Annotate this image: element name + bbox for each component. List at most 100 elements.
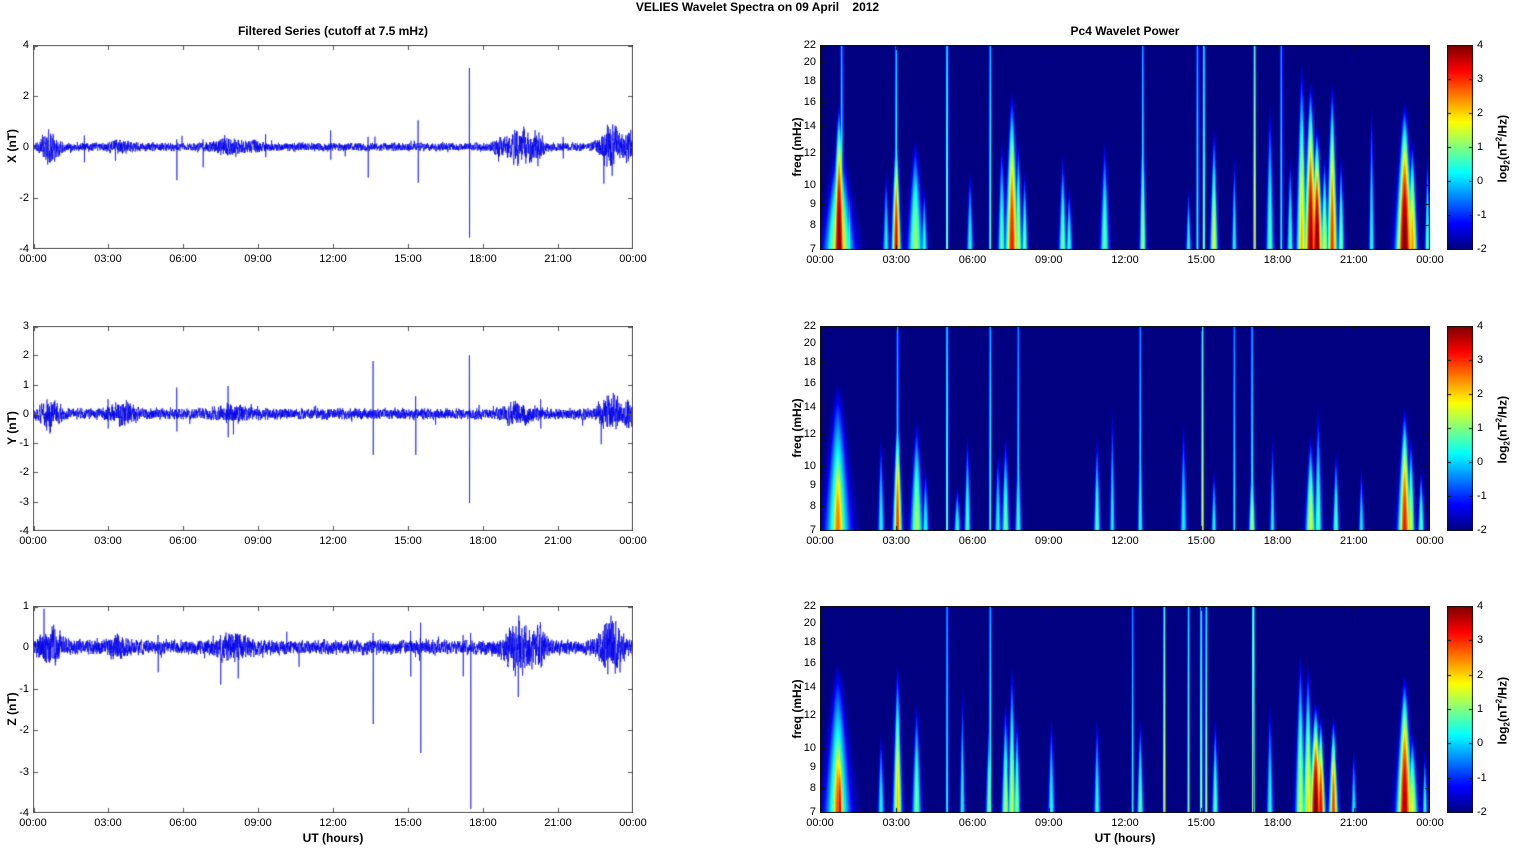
x-tick-label: 09:00 — [244, 817, 272, 829]
x-tick-label: 18:00 — [1263, 535, 1292, 547]
filtered-series-title: Filtered Series (cutoff at 7.5 mHz) — [237, 24, 429, 38]
spectrogram-z-plot: 00:00 03:00 06:00 09:00 12:00 15:00 18:00 21:00… — [804, 600, 1444, 829]
y-tick-label: 8 — [809, 219, 816, 232]
x-tick-label: 21:00 — [1339, 254, 1368, 266]
x-tick-label: 03:00 — [882, 254, 911, 266]
colorbar-top: -2 -1 0 1 2 3 4 — [1447, 39, 1487, 255]
colorbar-canvas — [1447, 45, 1473, 250]
colorbar-tick-label: 1 — [1477, 422, 1484, 434]
y-tick-label: 2 — [22, 90, 29, 102]
colorbar-canvas — [1447, 326, 1473, 531]
y-tick-label: 0 — [22, 141, 29, 153]
colorbar-tick-label: 0 — [1477, 456, 1484, 468]
colorbar-tick-label: 2 — [1477, 388, 1484, 400]
spec-y-canvas — [820, 326, 1430, 531]
colorbar-tick-label: -1 — [1477, 490, 1487, 502]
yaxis-label-z-nt: Z (nT) — [5, 691, 19, 726]
y-tick-label: 1 — [22, 600, 29, 612]
y-tick-label: 22 — [803, 600, 816, 612]
y-tick-label: 9 — [809, 479, 816, 492]
x-tick-label: 00:00 — [1416, 254, 1444, 266]
y-tick-label: 8 — [809, 500, 816, 513]
x-tick-label: 06:00 — [169, 535, 197, 547]
y-tick-label: 10 — [803, 460, 816, 473]
y-tick-label: 0 — [22, 641, 29, 654]
y-tick-label: -1 — [19, 437, 29, 450]
timeseries-x-plot: 00:00 03:00 06:00 09:00 12:00 15:00 18:00 21:00… — [19, 39, 647, 265]
x-tick-label: 00:00 — [806, 817, 834, 829]
x-tick-label: 15:00 — [394, 535, 422, 547]
x-tick-label: 00:00 — [806, 535, 834, 547]
y-tick-label: 14 — [803, 681, 816, 694]
x-tick-label: 09:00 — [1034, 817, 1063, 829]
x-tick-label: 21:00 — [1339, 817, 1368, 829]
figure-title: VELIES Wavelet Spectra on 09 April 2012 — [635, 0, 880, 14]
timeseries-z-plot: 00:00 03:00 06:00 09:00 12:00 15:00 18:00 21:00… — [19, 600, 647, 829]
colorbar-canvas — [1447, 606, 1473, 813]
colorbar-tick-label: 3 — [1477, 73, 1484, 85]
colorbar-middle: -2 -1 0 1 2 3 4 — [1447, 320, 1487, 536]
colorbar-tick-label: -2 — [1477, 524, 1487, 536]
y-tick-label: -4 — [19, 243, 29, 255]
x-tick-label: 03:00 — [94, 253, 122, 265]
x-tick-label: 15:00 — [1187, 535, 1216, 547]
y-tick-label: 22 — [803, 320, 816, 332]
y-tick-label: 10 — [803, 179, 816, 192]
x-tick-label: 12:00 — [1111, 817, 1139, 829]
y-tick-label: 7 — [809, 243, 816, 255]
y-tick-label: -2 — [19, 724, 29, 737]
y-tick-label: 9 — [809, 198, 816, 211]
x-tick-label: 12:00 — [1111, 254, 1139, 266]
y-tick-label: 12 — [803, 146, 816, 159]
y-tick-label: 18 — [803, 636, 816, 649]
colorbar-tick-label: 4 — [1477, 600, 1484, 612]
y-tick-label: -2 — [19, 466, 29, 479]
y-tick-label: 2 — [22, 349, 29, 362]
x-tick-label: 15:00 — [394, 253, 422, 265]
x-tick-label: 09:00 — [1034, 535, 1063, 547]
x-tick-label: 03:00 — [882, 817, 911, 829]
colorbar-tick-label: -2 — [1477, 806, 1487, 818]
x-tick-label: 21:00 — [544, 253, 572, 265]
y-tick-label: 12 — [803, 427, 816, 440]
colorbar-tick-label: -1 — [1477, 209, 1487, 221]
y-tick-label: 20 — [803, 336, 816, 349]
y-tick-label: 20 — [803, 55, 816, 68]
x-tick-label: 06:00 — [169, 817, 197, 829]
colorbar-tick-label: 1 — [1477, 141, 1484, 153]
y-tick-label: 7 — [809, 524, 816, 536]
colorbar-label-bottom: log2(nT2/Hz) — [1494, 676, 1512, 744]
x-tick-label: 06:00 — [958, 535, 987, 547]
x-tick-label: 18:00 — [1263, 817, 1292, 829]
spectrogram-y-plot: 00:00 03:00 06:00 09:00 12:00 15:00 18:00 21:00… — [804, 320, 1444, 547]
y-tick-label: 4 — [22, 39, 29, 51]
x-tick-label: 15:00 — [1187, 254, 1216, 266]
x-tick-label: 09:00 — [1034, 254, 1063, 266]
x-tick-label: 12:00 — [319, 535, 347, 547]
ts-x-canvas — [33, 45, 633, 249]
x-tick-label: 00:00 — [619, 535, 647, 547]
spec-x-canvas — [820, 45, 1430, 250]
y-tick-label: 12 — [803, 709, 816, 722]
colorbar-bottom: -2 -1 0 1 2 3 4 — [1447, 600, 1487, 818]
spec-z-canvas — [820, 606, 1430, 813]
x-tick-label: 00:00 — [1416, 535, 1444, 547]
colorbar-tick-label: 0 — [1477, 175, 1484, 187]
x-tick-label: 12:00 — [1111, 535, 1139, 547]
x-tick-label: 09:00 — [244, 253, 272, 265]
wavelet-power-title: Pc4 Wavelet Power — [1070, 24, 1180, 38]
x-tick-label: 00:00 — [619, 253, 647, 265]
yaxis-label-x-nt: X (nT) — [5, 129, 19, 163]
y-tick-label: 3 — [22, 320, 29, 332]
yaxis-label-y-nt: Y (nT) — [5, 410, 19, 445]
y-tick-label: -4 — [19, 807, 29, 819]
timeseries-y-plot: 00:00 03:00 06:00 09:00 12:00 15:00 18:00 21:00… — [19, 320, 647, 547]
xaxis-label-left: UT (hours) — [302, 831, 364, 845]
x-tick-label: 03:00 — [94, 817, 122, 829]
y-tick-label: -2 — [19, 192, 29, 204]
colorbar-tick-label: 4 — [1477, 39, 1484, 51]
y-tick-label: 1 — [22, 378, 29, 391]
y-tick-label: 16 — [803, 376, 816, 389]
colorbar-tick-label: -2 — [1477, 243, 1487, 255]
x-tick-label: 00:00 — [19, 817, 47, 829]
